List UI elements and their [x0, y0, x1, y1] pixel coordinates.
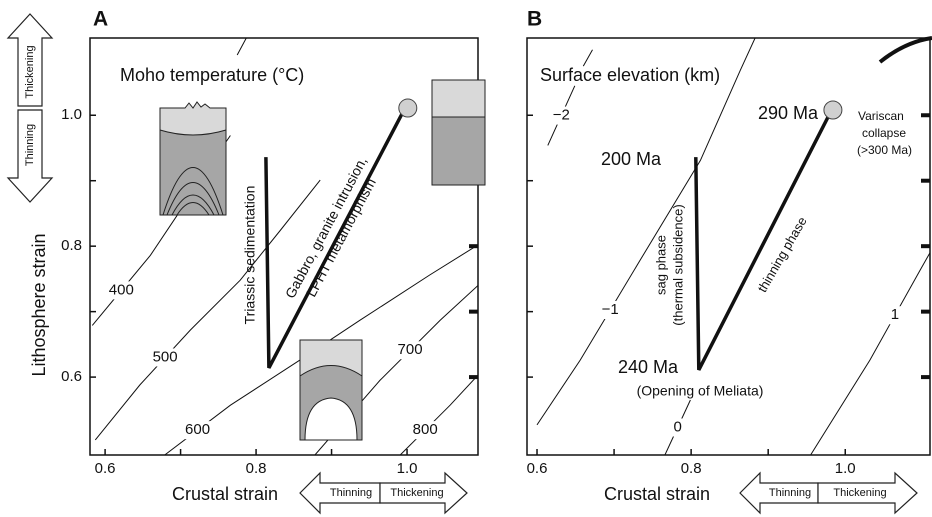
- contour-label: 400: [109, 281, 134, 298]
- arrow-label: Thickening: [24, 45, 36, 98]
- annotation: Triassic sedimentation: [242, 186, 258, 325]
- contour-label: 600: [185, 421, 210, 438]
- inset-asthenosphere: [304, 397, 358, 441]
- inset-curve: [166, 182, 220, 216]
- y-tick-label: 1.0: [61, 106, 82, 123]
- arrow-thickening: [379, 471, 468, 515]
- contour-label-bg: [149, 348, 182, 367]
- trajectory: [694, 111, 833, 371]
- contour-label-bg: [181, 421, 214, 440]
- x-axis-label: Crustal strain: [604, 484, 710, 504]
- inset-crust: [299, 339, 363, 377]
- start-marker: [823, 100, 843, 120]
- arrow-thickening: [817, 471, 918, 515]
- variscan-trajectory: [878, 36, 932, 64]
- contour-label: 800: [413, 421, 438, 438]
- trajectory: [264, 109, 406, 369]
- contour-label: −1: [602, 301, 619, 318]
- inset-diagrams: [159, 79, 486, 441]
- contour-label-bg: [594, 300, 627, 319]
- contour-label-bg: [409, 421, 442, 440]
- inset-curve: [171, 194, 215, 216]
- panel-title: Surface elevation (km): [540, 65, 720, 85]
- contours: −2 −1 0 1: [536, 38, 930, 455]
- x-tick-label: 0.8: [681, 460, 702, 477]
- x-tick-label: 1.0: [835, 460, 856, 477]
- y-tick-label: 0.8: [61, 237, 82, 254]
- x-tick-label: 0.6: [527, 460, 548, 477]
- x-tick-label: 0.6: [95, 460, 116, 477]
- inset-curve: [162, 167, 224, 216]
- arrow-label: Thickening: [833, 487, 886, 499]
- inset-curve: [176, 202, 210, 216]
- plot-frame: [89, 37, 479, 456]
- contour-line: [94, 179, 321, 441]
- panel-title: Moho temperature (°C): [120, 65, 304, 85]
- panel-a-overlay: [264, 98, 418, 369]
- arrow-label: Thinning: [330, 487, 372, 499]
- annotation: (>300 Ma): [857, 143, 912, 157]
- panel-letter: B: [527, 8, 542, 31]
- annotation: 240 Ma: [618, 357, 679, 377]
- x-tick-label: 0.8: [246, 460, 267, 477]
- y-tick-label: 0.6: [61, 368, 82, 385]
- contour-line: [536, 38, 756, 426]
- annotation: Variscan: [858, 109, 904, 123]
- contour-label: 700: [398, 341, 423, 358]
- contour-label-bg: [105, 281, 138, 300]
- arrow-label: Thickening: [390, 487, 443, 499]
- x-axis-label: Crustal strain: [172, 484, 278, 504]
- annotation: collapse: [862, 126, 906, 140]
- plot-frame: [526, 37, 931, 456]
- contour-label-bg: [878, 306, 911, 325]
- start-marker: [398, 98, 418, 118]
- contour-label: 500: [153, 348, 178, 365]
- contour-label-bg: [394, 341, 427, 360]
- contour-label: 0: [673, 418, 681, 435]
- x-tick-label: 1.0: [397, 460, 418, 477]
- annotation: sag phase: [653, 235, 668, 295]
- inset-crust: [159, 101, 227, 136]
- contour-label-bg: [545, 106, 578, 125]
- arrow-thinning: [6, 109, 54, 203]
- annotation: (thermal subsidence): [670, 204, 685, 325]
- annotation: 200 Ma: [601, 149, 662, 169]
- contour-label: 1: [891, 306, 899, 323]
- panel-letter: A: [93, 8, 108, 31]
- panel-b-overlay: [694, 100, 843, 371]
- contour-label: −2: [553, 107, 570, 124]
- y-axis-label: Lithosphere strain: [29, 233, 49, 376]
- contour-label-bg: [661, 418, 694, 437]
- arrow-label: Thinning: [24, 124, 36, 166]
- arrow-thickening: [6, 13, 54, 107]
- arrow-label: Thinning: [769, 487, 811, 499]
- annotation: 290 Ma: [758, 103, 819, 123]
- panel-b: −2 −1 0 1 0.6 0.8 1.0: [526, 37, 931, 477]
- inset-crust: [431, 79, 486, 118]
- annotation: (Opening of Meliata): [637, 383, 764, 399]
